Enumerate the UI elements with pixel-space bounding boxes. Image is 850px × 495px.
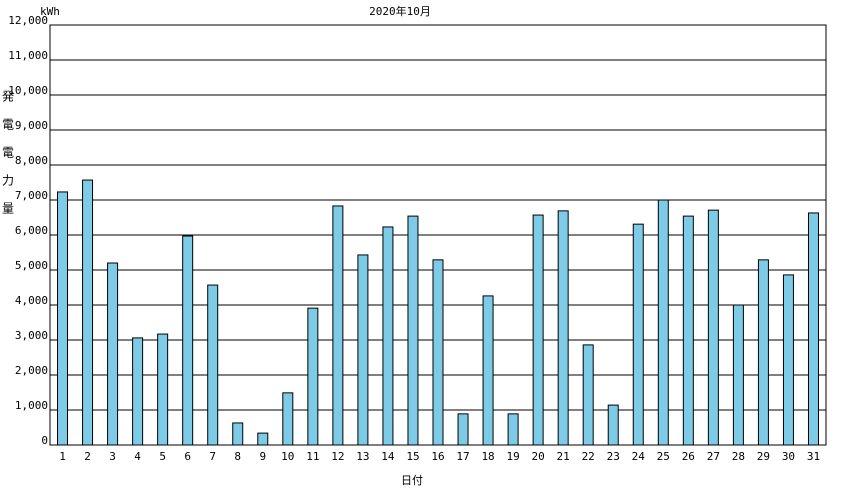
y-tick-label: 11,000 xyxy=(8,49,48,62)
bar xyxy=(582,344,594,446)
x-tick-label: 21 xyxy=(557,450,570,463)
bar xyxy=(682,215,694,446)
y-tick-label: 3,000 xyxy=(15,329,48,342)
x-tick-label: 20 xyxy=(532,450,545,463)
x-tick-label: 22 xyxy=(582,450,595,463)
y-axis-label: 発電電力量 xyxy=(1,90,15,230)
x-tick-label: 28 xyxy=(732,450,745,463)
x-tick-label: 31 xyxy=(807,450,820,463)
bar xyxy=(782,274,794,446)
bar xyxy=(632,223,644,446)
y-tick-label: 2,000 xyxy=(15,364,48,377)
y-unit: kWh xyxy=(40,5,60,18)
x-tick-label: 18 xyxy=(481,450,494,463)
bar xyxy=(57,191,69,446)
y-tick-label: 1,000 xyxy=(15,399,48,412)
x-tick-label: 19 xyxy=(506,450,519,463)
y-tick-label: 9,000 xyxy=(15,119,48,132)
x-tick-label: 13 xyxy=(356,450,369,463)
bar xyxy=(357,254,369,446)
y-tick-label: 12,000 xyxy=(8,14,48,27)
bar xyxy=(157,333,169,446)
x-tick-label: 26 xyxy=(682,450,695,463)
bar xyxy=(432,259,444,446)
bar xyxy=(532,214,544,446)
bar xyxy=(382,226,394,446)
bar xyxy=(132,337,144,446)
x-tick-label: 16 xyxy=(431,450,444,463)
x-tick-label: 5 xyxy=(159,450,166,463)
x-tick-label: 15 xyxy=(406,450,419,463)
bar xyxy=(457,413,469,446)
bar xyxy=(232,422,244,446)
chart-title: 2020年10月 xyxy=(369,4,431,18)
x-tick-label: 27 xyxy=(707,450,720,463)
bar xyxy=(307,307,319,446)
x-tick-label: 25 xyxy=(657,450,670,463)
y-tick-label: 0 xyxy=(41,434,48,447)
bar xyxy=(507,413,519,446)
bar xyxy=(82,179,94,446)
bar xyxy=(807,212,819,446)
y-tick-label: 10,000 xyxy=(8,84,48,97)
bar xyxy=(657,199,669,446)
x-tick-label: 12 xyxy=(331,450,344,463)
bar xyxy=(257,432,269,446)
bar xyxy=(182,235,194,446)
bar xyxy=(482,295,494,446)
bar xyxy=(732,304,744,446)
x-tick-label: 1 xyxy=(59,450,66,463)
bar xyxy=(282,392,294,446)
x-tick-label: 9 xyxy=(259,450,266,463)
y-tick-label: 5,000 xyxy=(15,259,48,272)
x-tick-label: 11 xyxy=(306,450,319,463)
x-tick-label: 3 xyxy=(109,450,116,463)
x-tick-label: 6 xyxy=(184,450,191,463)
bar xyxy=(607,404,619,446)
x-tick-label: 17 xyxy=(456,450,469,463)
bar xyxy=(757,259,769,446)
x-tick-label: 29 xyxy=(757,450,770,463)
y-tick-label: 8,000 xyxy=(15,154,48,167)
bar xyxy=(332,205,344,446)
x-tick-label: 23 xyxy=(607,450,620,463)
x-tick-label: 24 xyxy=(632,450,646,463)
x-tick-label: 8 xyxy=(234,450,241,463)
bar xyxy=(557,210,569,446)
x-tick-label: 14 xyxy=(381,450,395,463)
x-tick-label: 10 xyxy=(281,450,294,463)
bar xyxy=(707,209,719,446)
bar xyxy=(407,215,419,446)
x-tick-label: 4 xyxy=(134,450,141,463)
y-tick-label: 4,000 xyxy=(15,294,48,307)
y-tick-label: 7,000 xyxy=(15,189,48,202)
x-tick-label: 30 xyxy=(782,450,795,463)
bar xyxy=(207,284,219,446)
x-axis-label: 日付 xyxy=(401,474,423,487)
bar xyxy=(107,262,119,446)
x-tick-label: 7 xyxy=(209,450,216,463)
y-tick-label: 6,000 xyxy=(15,224,48,237)
x-tick-label: 2 xyxy=(84,450,91,463)
